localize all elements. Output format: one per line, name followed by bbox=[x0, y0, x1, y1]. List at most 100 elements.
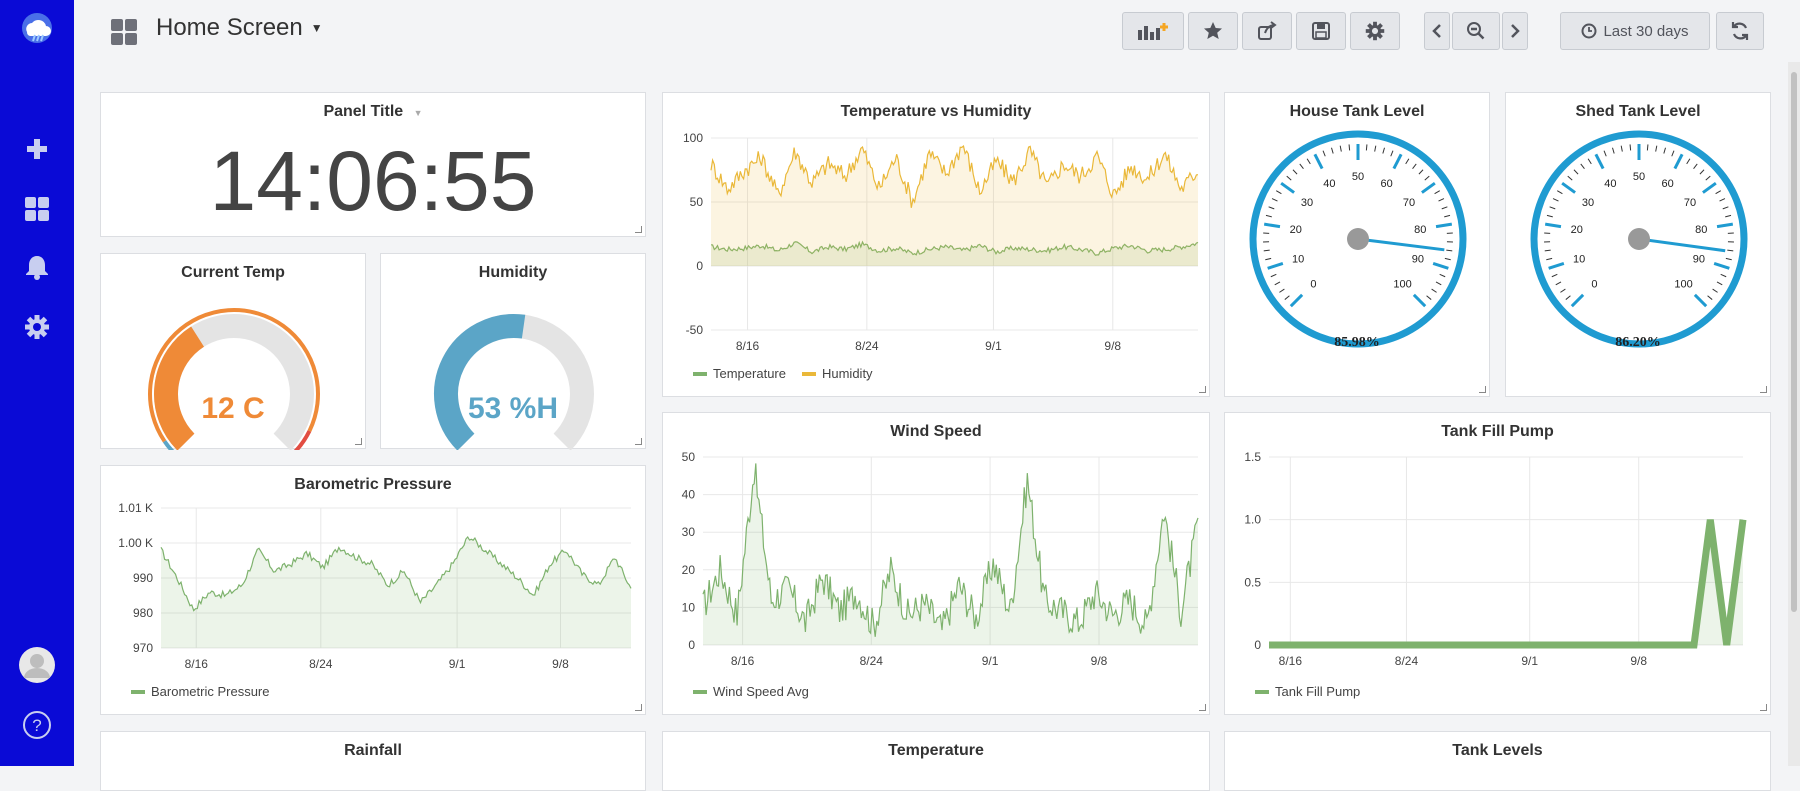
y-tick-label: 990 bbox=[133, 571, 153, 585]
rainfall-panel[interactable]: Rainfall bbox=[100, 731, 646, 791]
legend-swatch bbox=[1255, 690, 1269, 694]
refresh-button[interactable] bbox=[1716, 12, 1764, 50]
time-range-label: Last 30 days bbox=[1603, 23, 1688, 40]
y-tick-label: 40 bbox=[682, 488, 696, 502]
temperature-panel[interactable]: Temperature bbox=[662, 731, 1210, 791]
scrollbar-thumb[interactable] bbox=[1791, 72, 1797, 612]
plus-icon[interactable] bbox=[0, 134, 74, 164]
time-back-button[interactable] bbox=[1424, 12, 1450, 50]
grid-icon[interactable] bbox=[0, 194, 74, 224]
resize-handle[interactable] bbox=[635, 438, 642, 445]
legend-humidity[interactable]: Humidity bbox=[822, 366, 873, 381]
resize-handle[interactable] bbox=[635, 226, 642, 233]
dial-tick-label: 0 bbox=[1591, 279, 1597, 291]
zoom-out-icon bbox=[1466, 21, 1486, 41]
y-tick-label: 1.0 bbox=[1244, 513, 1261, 527]
current-temp-panel[interactable]: Current Temp 12 C bbox=[100, 253, 366, 449]
caret-down-icon: ▼ bbox=[311, 21, 323, 35]
zoom-out-button[interactable] bbox=[1452, 12, 1500, 50]
chevron-right-icon bbox=[1509, 23, 1521, 39]
dial-tick-label: 10 bbox=[1292, 253, 1304, 265]
resize-handle[interactable] bbox=[1479, 386, 1486, 393]
help-icon[interactable]: ? bbox=[0, 708, 74, 742]
time-forward-button[interactable] bbox=[1502, 12, 1528, 50]
x-tick-label: 8/24 bbox=[1395, 654, 1419, 668]
dashboard-grid-icon bbox=[110, 18, 138, 51]
dashboard-picker[interactable]: Home Screen ▼ bbox=[156, 14, 323, 42]
legend-pump[interactable]: Tank Fill Pump bbox=[1275, 684, 1360, 699]
sidebar: ? bbox=[0, 0, 74, 766]
dial-tick-label: 80 bbox=[1695, 224, 1707, 236]
share-button[interactable] bbox=[1242, 12, 1292, 50]
dial-hub bbox=[1347, 228, 1369, 250]
x-tick-label: 8/24 bbox=[309, 657, 333, 671]
y-tick-label: 1.00 K bbox=[118, 536, 153, 550]
add-panel-button[interactable] bbox=[1122, 12, 1184, 50]
y-tick-label: 50 bbox=[690, 195, 704, 209]
barometric-panel[interactable]: Barometric Pressure 1.01 K 1.00 K 990 980 97… bbox=[100, 465, 646, 715]
house-tank-value: 85.98% bbox=[1225, 335, 1489, 351]
y-tick-label: 30 bbox=[682, 525, 696, 539]
resize-handle[interactable] bbox=[355, 438, 362, 445]
help-label: ? bbox=[32, 716, 41, 735]
cloud-logo-icon[interactable] bbox=[0, 8, 74, 52]
x-tick-label: 8/16 bbox=[736, 339, 760, 353]
clock-panel[interactable]: Panel Title ▼ 14:06:55 bbox=[100, 92, 646, 237]
humidity-value: 53 %H bbox=[381, 392, 645, 426]
y-tick-label: 980 bbox=[133, 606, 153, 620]
dial-tick-label: 70 bbox=[1684, 197, 1696, 209]
dial-tick-label: 60 bbox=[1380, 178, 1392, 190]
clock-value: 14:06:55 bbox=[101, 133, 645, 230]
y-tick-label: 100 bbox=[683, 131, 703, 145]
legend-temperature[interactable]: Temperature bbox=[713, 366, 786, 381]
resize-handle[interactable] bbox=[1760, 704, 1767, 711]
save-icon bbox=[1311, 21, 1331, 41]
x-tick-label: 8/24 bbox=[855, 339, 879, 353]
x-tick-label: 9/1 bbox=[1521, 654, 1538, 668]
x-tick-label: 8/16 bbox=[185, 657, 209, 671]
time-picker-button[interactable]: Last 30 days bbox=[1560, 12, 1710, 50]
y-tick-label: 1.01 K bbox=[118, 501, 153, 515]
settings-button[interactable] bbox=[1350, 12, 1400, 50]
resize-handle[interactable] bbox=[1199, 386, 1206, 393]
x-tick-label: 8/24 bbox=[860, 654, 884, 668]
x-tick-label: 9/1 bbox=[449, 657, 466, 671]
dial-tick-label: 0 bbox=[1310, 279, 1316, 291]
star-button[interactable] bbox=[1188, 12, 1238, 50]
y-tick-label: 20 bbox=[682, 563, 696, 577]
dial-tick-label: 100 bbox=[1393, 279, 1411, 291]
y-tick-label: 970 bbox=[133, 641, 153, 655]
chevron-left-icon bbox=[1431, 23, 1443, 39]
resize-handle[interactable] bbox=[1199, 704, 1206, 711]
bell-icon[interactable] bbox=[0, 252, 74, 282]
legend-wind[interactable]: Wind Speed Avg bbox=[713, 684, 809, 699]
y-tick-label: 0 bbox=[696, 259, 703, 273]
legend-barometric[interactable]: Barometric Pressure bbox=[151, 684, 269, 699]
resize-handle[interactable] bbox=[635, 704, 642, 711]
share-icon bbox=[1257, 21, 1277, 41]
scrollbar[interactable] bbox=[1788, 62, 1800, 766]
humidity-panel[interactable]: Humidity 53 %H bbox=[380, 253, 646, 449]
save-button[interactable] bbox=[1296, 12, 1346, 50]
dial-tick-label: 20 bbox=[1571, 224, 1583, 236]
legend-swatch bbox=[131, 690, 145, 694]
dial-hub bbox=[1628, 228, 1650, 250]
avatar-icon[interactable] bbox=[0, 646, 74, 684]
tank-levels-panel[interactable]: Tank Levels bbox=[1224, 731, 1771, 791]
dial-tick bbox=[1647, 144, 1648, 150]
dial-tick-label: 60 bbox=[1661, 178, 1673, 190]
resize-handle[interactable] bbox=[1760, 386, 1767, 393]
temperature-title: Temperature bbox=[663, 742, 1209, 760]
gear-icon[interactable] bbox=[0, 312, 74, 342]
dial-tick-label: 30 bbox=[1301, 197, 1313, 209]
legend: Wind Speed Avg bbox=[693, 684, 809, 699]
legend: Temperature Humidity bbox=[693, 366, 873, 381]
current-temp-value: 12 C bbox=[101, 392, 365, 426]
